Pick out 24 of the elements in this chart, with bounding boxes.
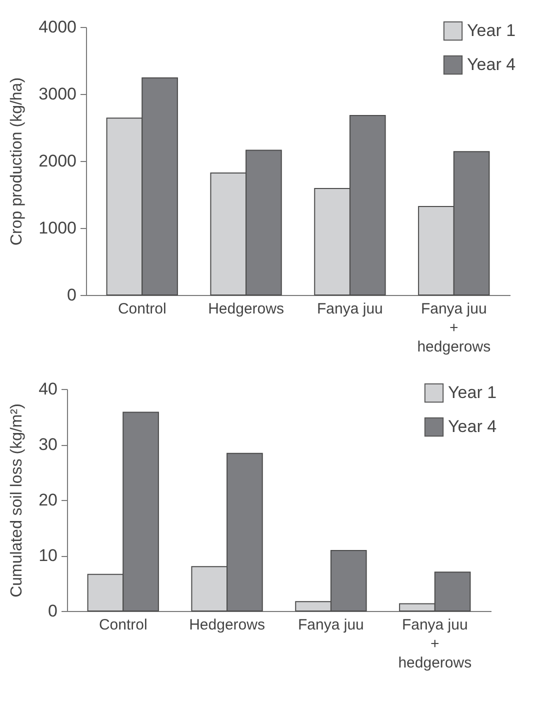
legend-label: Year 1 xyxy=(448,383,497,402)
x-tick-label: Fanya juu + hedgerows xyxy=(417,300,491,356)
x-tick-label: Fanya juu + hedgerows xyxy=(398,616,472,672)
x-tick-label: Fanya juu xyxy=(298,616,364,634)
legend-label: Year 4 xyxy=(448,417,497,436)
x-tick-label: Control xyxy=(118,300,166,318)
legend-label: Year 4 xyxy=(467,55,516,74)
x-tick-label: Fanya juu xyxy=(317,300,383,318)
y-tick-label: 1000 xyxy=(38,218,76,238)
x-tick-label: Control xyxy=(98,616,148,634)
y-tick-label: 10 xyxy=(38,546,58,565)
y-axis-title: Crop production (kg/ha) xyxy=(8,77,26,246)
y-tick-label: 2000 xyxy=(38,152,76,170)
y-tick-label: 0 xyxy=(67,286,76,304)
y-tick-label: 4000 xyxy=(38,18,76,36)
y-tick-label: 30 xyxy=(38,435,58,454)
x-tick-label: Hedgerows xyxy=(189,616,265,634)
x-tick-label: Hedgerows xyxy=(208,300,284,318)
y-tick-label: 0 xyxy=(48,602,58,620)
y-axis-title: Cumulated soil loss (kg/m²) xyxy=(8,404,26,598)
y-tick-label: 3000 xyxy=(38,84,76,104)
legend-label: Year 1 xyxy=(467,21,516,40)
y-tick-label: 40 xyxy=(38,380,58,398)
y-tick-label: 20 xyxy=(38,490,58,510)
